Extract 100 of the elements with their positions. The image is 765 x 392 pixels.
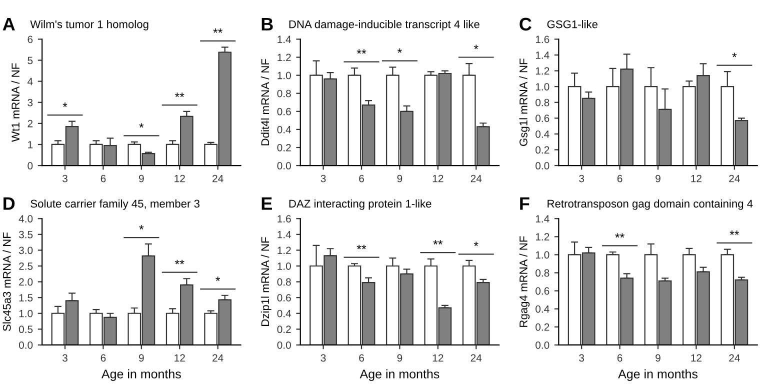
x-tick-label: 6 [100,174,106,182]
y-axis-title: Rgag4 mRNA / NF [519,236,530,327]
y-axis-title: Wt1 mRNA / NF [11,63,20,142]
y-tick-label: 0.4 [536,305,550,313]
x-tick-label: 9 [656,174,660,182]
x-tick-label: 6 [359,354,364,362]
x-tick-label: 24 [212,354,224,362]
y-tick-label: 0.8 [536,98,550,106]
text: A [2,18,15,30]
x-tick-label: 24 [212,174,224,182]
x-tick-label: 3 [320,174,326,182]
y-tick-label: 3 [28,98,33,106]
annotation: * [474,242,478,246]
y-tick-label: 0.6 [536,114,550,122]
x-tick-label: 24 [729,354,740,362]
annotation: ** [174,260,184,264]
chart-title: Wilm's tumor 1 homolog [30,20,148,30]
y-tick-label: 2 [28,120,33,128]
y-tick-label: 1.4 [278,231,292,238]
y-tick-label: 4 [27,78,33,86]
annotation: * [62,102,68,107]
annotation: * [474,44,478,50]
y-tick-label: 0.4 [277,310,292,318]
y-tick-label: 6 [28,36,33,44]
x-tick-label: 12 [432,354,444,362]
annotation: * [216,276,220,281]
y-tick-label: 0.2 [277,326,291,334]
y-tick-label: 0.6 [277,294,291,302]
text: F [520,197,530,210]
annotation: * [139,123,144,128]
x-axis-title: Age in months [618,369,698,381]
y-tick-label: 1.0 [19,310,33,318]
annotation: ** [730,230,740,235]
x-tick-label: 9 [139,174,144,182]
y-tick-label: 1.4 [536,215,550,222]
y-tick-label: 0.0 [18,341,33,349]
x-tick-label: 3 [320,354,326,362]
x-tick-label: 9 [397,354,402,362]
y-tick-label: 0.0 [536,162,550,170]
y-tick-label: 1.4 [278,36,292,43]
x-tick-label: 24 [470,354,482,362]
text: B [262,18,273,30]
x-tick-label: 24 [470,174,482,182]
x-tick-label: 12 [174,174,185,182]
annotation: * [732,52,737,58]
x-tick-label: 12 [691,174,702,182]
y-tick-label: 0.8 [536,269,550,277]
y-tick-label: 0.4 [536,130,550,138]
x-tick-label: 24 [729,174,740,182]
y-tick-label: 0.6 [277,108,291,116]
y-tick-label: 1.0 [278,72,291,80]
annotation: ** [213,28,223,33]
y-tick-label: 1.2 [536,233,550,240]
x-tick-label: 12 [432,174,444,182]
x-axis-title: Age in months [360,369,440,381]
x-tick-label: 3 [579,174,584,182]
chart-title: Solute carrier family 45, member 3 [30,199,200,210]
y-tick-label: 0.8 [277,278,291,286]
y-tick-label: 1.2 [278,246,291,254]
annotation: ** [356,244,366,250]
x-tick-label: 6 [617,354,622,362]
chart-title: DNA damage-inducible transcript 4 like [289,20,480,30]
y-tick-label: 1.2 [278,54,291,62]
y-tick-label: 0.6 [536,287,550,295]
annotation: ** [356,49,366,54]
y-tick-label: 0.0 [277,162,291,170]
y-tick-label: 1.5 [19,294,33,302]
chart-title: DAZ interacting protein 1-like [289,199,432,210]
annotation: * [139,225,144,230]
x-tick-label: 12 [174,354,185,362]
x-tick-label: 6 [617,174,622,182]
x-tick-label: 12 [691,354,702,362]
y-tick-label: 1.0 [536,251,550,259]
y-tick-label: 1.6 [536,36,550,44]
annotation: ** [615,233,624,238]
text: C [520,18,532,31]
y-tick-label: 1.2 [536,67,550,75]
text: D [4,197,15,210]
y-tick-label: 0.2 [536,146,550,154]
annotation: ** [433,240,443,244]
y-tick-label: 1.0 [536,83,550,90]
y-tick-label: 5 [28,56,33,64]
annotation: * [397,48,402,53]
y-tick-label: 1.4 [536,52,550,59]
y-tick-label: 3.0 [18,246,33,254]
y-tick-label: 2.0 [19,278,33,286]
y-tick-label: 3.5 [18,230,33,238]
y-tick-label: 0.8 [277,90,291,98]
annotation: ** [174,92,184,98]
chart-title: GSG1-like [547,20,598,28]
y-axis-title: Slc45a3 mRNA / NF [2,232,11,331]
x-tick-label: 3 [62,354,68,362]
x-tick-label: 3 [579,354,584,362]
text: E [262,197,272,210]
y-tick-label: 0.4 [277,126,292,134]
y-tick-label: 0.0 [536,341,550,349]
x-axis-title: Age in months [101,369,181,381]
x-tick-label: 6 [359,174,364,182]
y-tick-label: 0.2 [536,323,550,331]
y-tick-label: 0.2 [277,144,291,152]
